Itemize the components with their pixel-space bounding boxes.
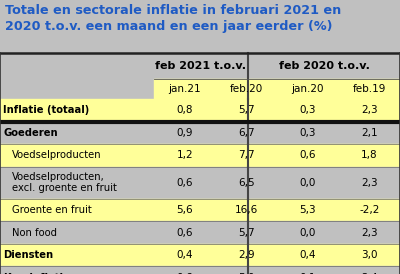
- Text: 0,0: 0,0: [300, 178, 316, 188]
- Bar: [216, 79, 277, 99]
- Text: Goederen: Goederen: [3, 128, 58, 138]
- Text: 0,6: 0,6: [176, 178, 193, 188]
- Text: 0,4: 0,4: [300, 250, 316, 260]
- Text: 6,5: 6,5: [238, 178, 254, 188]
- Bar: [0, 99, 400, 122]
- Text: 5,6: 5,6: [176, 205, 193, 215]
- Text: 5,0: 5,0: [238, 273, 254, 274]
- Text: jan.20: jan.20: [292, 84, 324, 94]
- Text: 5,3: 5,3: [300, 205, 316, 215]
- Text: 0,6: 0,6: [176, 273, 193, 274]
- Text: Non food: Non food: [12, 228, 57, 238]
- Text: Voedselproducten,
excl. groente en fruit: Voedselproducten, excl. groente en fruit: [12, 172, 117, 193]
- Text: 0,0: 0,0: [300, 228, 316, 238]
- Text: jan.21: jan.21: [168, 84, 201, 94]
- Text: 2,3: 2,3: [361, 105, 378, 115]
- Text: -2,2: -2,2: [359, 205, 380, 215]
- Text: 2,3: 2,3: [361, 178, 378, 188]
- Text: feb.19: feb.19: [352, 84, 386, 94]
- Bar: [277, 79, 338, 99]
- Text: 1,2: 1,2: [176, 150, 193, 160]
- Text: 5,7: 5,7: [238, 228, 254, 238]
- Bar: [338, 79, 400, 99]
- Bar: [0, 144, 400, 167]
- Text: 0,3: 0,3: [300, 128, 316, 138]
- Text: 2,4: 2,4: [361, 273, 378, 274]
- Text: Inflatie (totaal): Inflatie (totaal): [3, 105, 90, 115]
- Text: 0,6: 0,6: [176, 228, 193, 238]
- Text: feb.20: feb.20: [230, 84, 263, 94]
- Text: feb 2020 t.o.v.: feb 2020 t.o.v.: [278, 61, 370, 71]
- Text: 6,7: 6,7: [238, 128, 254, 138]
- Text: 2,3: 2,3: [361, 228, 378, 238]
- Bar: [0, 53, 154, 79]
- Text: 0,6: 0,6: [300, 150, 316, 160]
- Text: 2,9: 2,9: [238, 250, 254, 260]
- Bar: [0, 79, 154, 99]
- Bar: [154, 79, 216, 99]
- Text: Voedselproducten: Voedselproducten: [12, 150, 102, 160]
- Text: 5,7: 5,7: [238, 105, 254, 115]
- Bar: [0, 244, 400, 266]
- Text: Diensten: Diensten: [3, 250, 53, 260]
- Text: 0,4: 0,4: [176, 250, 193, 260]
- Bar: [0, 221, 400, 244]
- Text: 3,0: 3,0: [361, 250, 378, 260]
- Text: 1,8: 1,8: [361, 150, 378, 160]
- Bar: [0, 266, 400, 274]
- Text: Groente en fruit: Groente en fruit: [12, 205, 92, 215]
- Bar: [0, 167, 400, 199]
- Text: Kerninflatie: Kerninflatie: [3, 273, 70, 274]
- Text: 7,7: 7,7: [238, 150, 254, 160]
- Bar: [0, 122, 400, 144]
- Text: feb 2021 t.o.v.: feb 2021 t.o.v.: [156, 61, 246, 71]
- Text: 0,1: 0,1: [300, 273, 316, 274]
- Text: 0,3: 0,3: [300, 105, 316, 115]
- Bar: [0, 199, 400, 221]
- Bar: [154, 53, 248, 79]
- Text: 0,8: 0,8: [176, 105, 193, 115]
- Bar: [248, 53, 400, 79]
- Text: 16,6: 16,6: [235, 205, 258, 215]
- Text: 2,1: 2,1: [361, 128, 378, 138]
- Text: 0,9: 0,9: [176, 128, 193, 138]
- Text: Totale en sectorale inflatie in februari 2021 en
2020 t.o.v. een maand en een ja: Totale en sectorale inflatie in februari…: [5, 4, 341, 33]
